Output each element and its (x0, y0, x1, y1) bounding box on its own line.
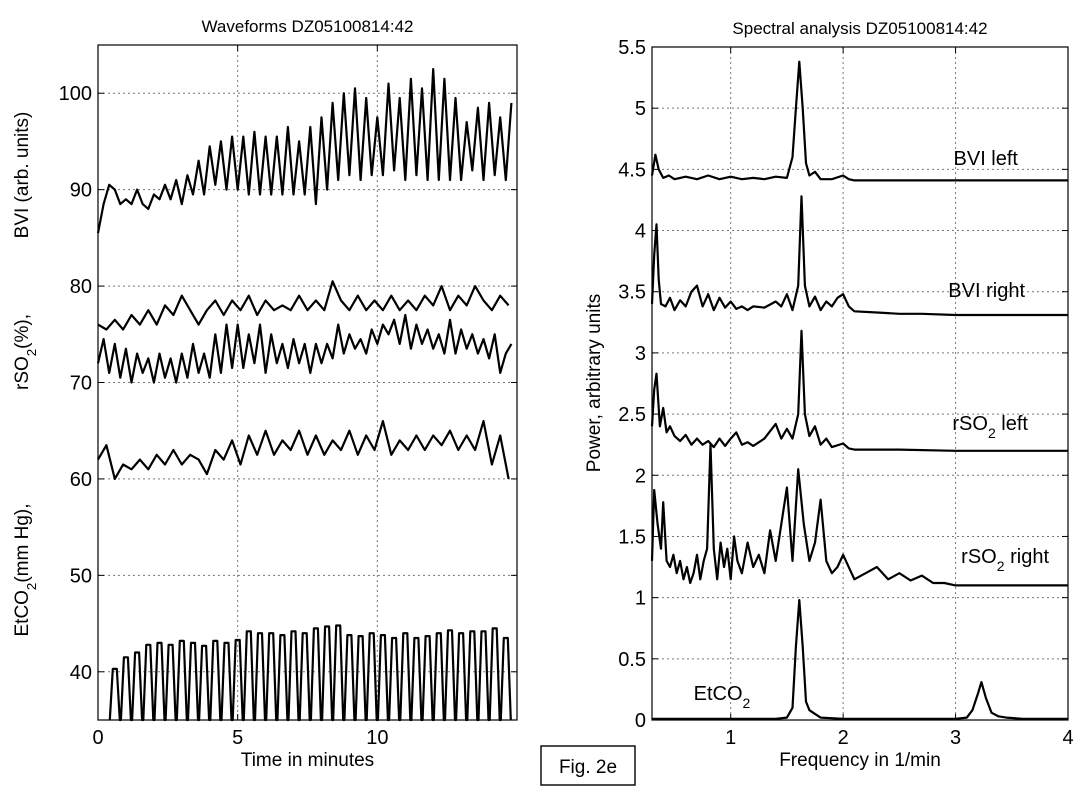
tick-label-y: 100 (59, 83, 92, 105)
series-line (96, 313, 513, 384)
tick-label-y: 0 (635, 710, 646, 732)
series-line (108, 624, 512, 722)
tick-label-y: 2.5 (618, 404, 646, 426)
tick-label-y: 60 (70, 469, 92, 491)
tick-label-y: 80 (70, 276, 92, 298)
tick-label-y: 5.5 (618, 37, 646, 59)
series-line (97, 420, 510, 480)
series-annotation: EtCO2 (694, 683, 751, 711)
chart-title: Waveforms DZ05100814:42 (202, 17, 414, 36)
tick-label-x: 10 (366, 727, 388, 749)
x-axis-label: Time in minutes (241, 750, 374, 771)
series-line (96, 67, 513, 234)
tick-label-y: 40 (70, 662, 92, 684)
series-annotation: rSO2 right (961, 546, 1049, 574)
series-line (650, 195, 1068, 317)
series-annotation: rSO2 left (952, 413, 1028, 441)
series-line (650, 329, 1068, 452)
figure-label-text: Fig. 2e (559, 757, 617, 778)
series-annotation: BVI right (948, 280, 1025, 302)
series-line (650, 60, 1068, 182)
tick-label-y: 5 (635, 98, 646, 120)
tick-label-y: 0.5 (618, 649, 646, 671)
plot-frame (651, 46, 1069, 721)
tick-label-x: 1 (725, 727, 736, 749)
series-line (97, 280, 510, 331)
tick-label-y: 90 (70, 180, 92, 202)
tick-label-y: 70 (70, 373, 92, 395)
tick-label-y: 4 (635, 221, 646, 243)
tick-label-y: 4.5 (618, 159, 646, 181)
tick-label-y: 3.5 (618, 282, 646, 304)
tick-label-y: 3 (635, 343, 646, 365)
y-axis-label-etco2: EtCO2(mm Hg), (12, 503, 39, 636)
series-annotation: BVI left (954, 148, 1019, 170)
tick-label-x: 3 (950, 727, 961, 749)
tick-label-x: 5 (232, 727, 243, 749)
y-axis-label-bvi: BVI (arb. units) (12, 112, 33, 239)
series-line (650, 443, 1068, 587)
tick-label-x: 4 (1062, 727, 1073, 749)
chart-title: Spectral analysis DZ05100814:42 (732, 19, 987, 38)
chart-spectral: 1 2 3 4 0 0.5 1 1.5 2 2.5 3 3.5 4 4.5 5 5.5 Spectral ana… (584, 19, 1074, 771)
tick-label-x: 0 (92, 727, 103, 749)
chart-waveforms: 0 5 10 40 50 60 70 80 90 100 Waveforms DZ05100814:… (12, 17, 518, 771)
series-line (652, 598, 1068, 720)
y-axis-label-rso2: rSO2(%), (12, 314, 39, 390)
tick-label-y: 50 (70, 565, 92, 587)
tick-label-x: 2 (838, 727, 849, 749)
tick-label-y: 1 (635, 588, 646, 610)
figure-label-box (540, 745, 636, 786)
y-axis-label: Power, arbitrary units (584, 294, 605, 472)
tick-label-y: 1.5 (618, 526, 646, 548)
figure-label: Fig. 2e (540, 745, 636, 786)
tick-label-y: 2 (635, 465, 646, 487)
x-axis-label: Frequency in 1/min (779, 750, 941, 771)
